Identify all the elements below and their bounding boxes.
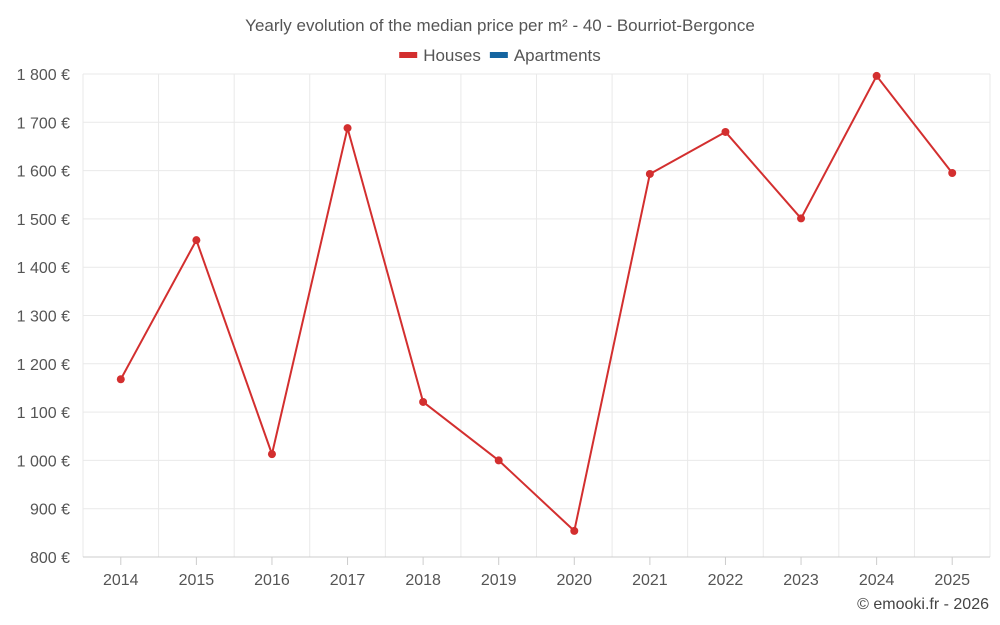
- y-tick-label: 1 100 €: [17, 405, 70, 422]
- data-point-houses[interactable]: [948, 169, 957, 178]
- x-tick-label: 2017: [330, 572, 366, 589]
- y-tick-label: 1 300 €: [17, 309, 70, 326]
- y-tick-label: 1 400 €: [17, 260, 70, 277]
- y-tick-label: 1 700 €: [17, 115, 70, 132]
- x-tick-label: 2018: [405, 572, 441, 589]
- axes: 800 € 900 € 1 000 € 1 100 € 1 200 € 1 300 € 1 …: [17, 67, 990, 589]
- x-tick-label: 2024: [859, 572, 895, 589]
- y-tick-label: 900 €: [30, 502, 70, 519]
- y-tick-label: 1 000 €: [17, 453, 70, 470]
- x-tick-label: 2015: [179, 572, 215, 589]
- data-point-houses[interactable]: [192, 236, 201, 245]
- y-tick-label: 1 200 €: [17, 357, 70, 374]
- series: [116, 71, 957, 535]
- x-tick-label: 2019: [481, 572, 517, 589]
- legend-item-apartments[interactable]: Apartments: [489, 46, 601, 65]
- data-point-houses[interactable]: [267, 450, 276, 459]
- y-tick-label: 1 500 €: [17, 212, 70, 229]
- x-tick-label: 2021: [632, 572, 668, 589]
- data-point-houses[interactable]: [721, 127, 730, 136]
- y-tick-label: 1 600 €: [17, 164, 70, 181]
- data-point-houses[interactable]: [872, 71, 881, 80]
- data-point-houses[interactable]: [570, 526, 579, 535]
- legend-swatch: [489, 52, 508, 58]
- data-point-houses[interactable]: [494, 456, 503, 465]
- x-tick-label: 2014: [103, 572, 139, 589]
- data-point-houses[interactable]: [645, 169, 654, 178]
- grid: [82, 73, 991, 557]
- x-tick-label: 2025: [934, 572, 970, 589]
- credit-text: © emooki.fr - 2026: [857, 596, 989, 613]
- legend-label: Apartments: [514, 46, 601, 65]
- x-tick-label: 2016: [254, 572, 290, 589]
- data-point-houses[interactable]: [797, 214, 806, 223]
- legend-label: Houses: [423, 46, 481, 65]
- legend-item-houses[interactable]: Houses: [399, 46, 481, 65]
- x-tick-label: 2020: [556, 572, 592, 589]
- data-point-houses[interactable]: [116, 375, 125, 384]
- x-tick-label: 2023: [783, 572, 819, 589]
- data-point-houses[interactable]: [419, 397, 428, 406]
- legend-swatch: [399, 52, 418, 58]
- x-tick-label: 2022: [708, 572, 744, 589]
- y-tick-label: 800 €: [30, 550, 70, 567]
- legend: Houses Apartments: [399, 46, 601, 65]
- y-tick-label: 1 800 €: [17, 67, 70, 84]
- data-point-houses[interactable]: [343, 124, 352, 133]
- series-line-houses: [119, 74, 953, 532]
- chart-title: Yearly evolution of the median price per…: [245, 16, 755, 35]
